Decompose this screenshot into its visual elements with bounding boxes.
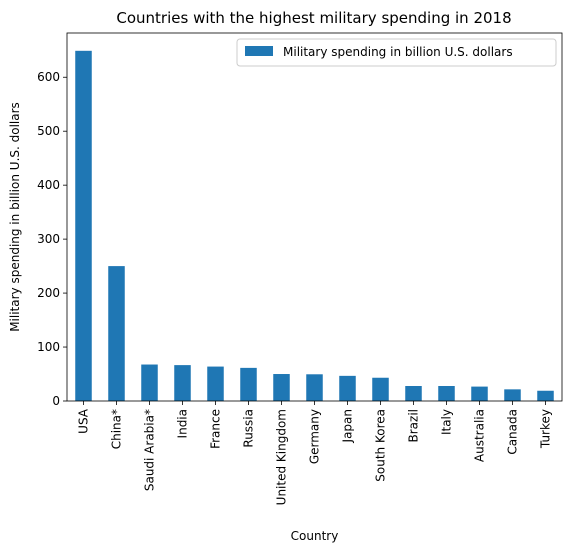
x-axis-label: Country [291,529,339,543]
y-tick-label: 400 [37,178,60,192]
y-tick-label: 0 [52,394,60,408]
bar-united-kingdom [273,374,290,401]
bar-china [108,266,125,401]
legend: Military spending in billion U.S. dollar… [236,38,557,67]
y-axis-label: Military spending in billion U.S. dollar… [8,102,22,332]
bar-france [207,366,224,401]
bar-japan [339,375,356,401]
bar-brazil [405,385,422,401]
bar-india [174,365,191,401]
bar-germany [306,374,323,401]
legend-entry-label: Military spending in billion U.S. dollar… [283,45,513,59]
x-axis-ticks: USA China* Saudi Arabia* India France Russia U… [77,401,553,505]
x-tick-label: India [176,409,190,438]
y-tick-label: 300 [37,232,60,246]
chart-title: Countries with the highest military spen… [116,9,511,27]
bar-australia [471,386,488,401]
x-tick-label: Germany [308,409,322,464]
bar-usa [75,50,92,401]
x-tick-label: Brazil [407,409,421,443]
x-tick-label: Canada [506,409,520,455]
bar-saudi-arabia [141,364,158,401]
x-tick-label: Russia [242,409,256,448]
x-tick-label: Italy [440,409,454,435]
x-tick-label: France [209,409,223,449]
plot-frame [66,32,563,402]
y-tick-label: 500 [37,124,60,138]
bar-south-korea [372,377,389,401]
y-tick-label: 200 [37,286,60,300]
y-tick-label: 100 [37,340,60,354]
x-tick-label: China* [110,409,124,449]
x-tick-label: South Korea [374,409,388,482]
y-tick-label: 600 [37,70,60,84]
bar-turkey [537,390,554,401]
x-tick-label: Saudi Arabia* [143,409,157,491]
bar-italy [438,385,455,401]
y-axis-ticks: 0 100 200 300 400 500 600 [37,70,67,408]
x-tick-label: Turkey [539,409,553,449]
bars-group [75,50,554,401]
legend-swatch [245,46,273,56]
x-tick-label: United Kingdom [275,409,289,505]
legend-box [236,38,557,67]
x-tick-label: Australia [473,409,487,462]
x-tick-label: USA [77,408,91,434]
bar-canada [504,389,521,401]
x-tick-label: Japan [341,409,355,443]
bar-russia [240,367,257,401]
